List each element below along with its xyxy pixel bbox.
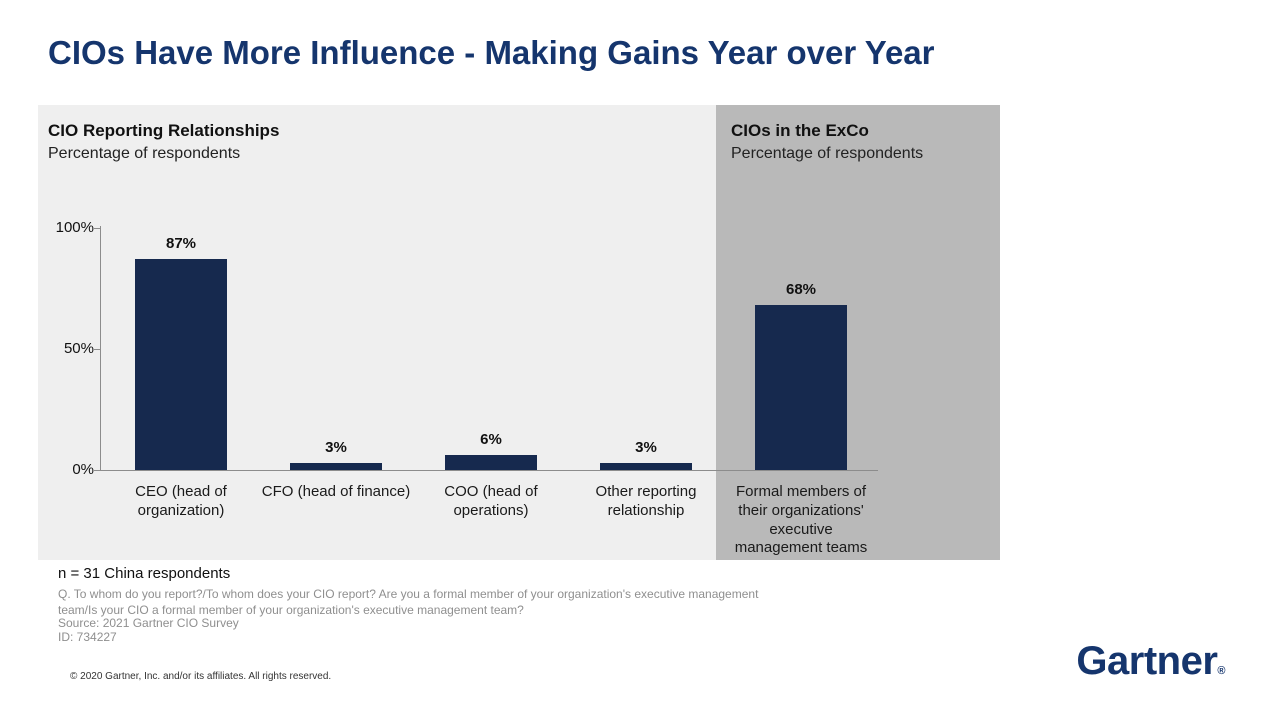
y-tick-label-0: 0% xyxy=(72,461,94,478)
page-title: CIOs Have More Influence - Making Gains … xyxy=(48,34,935,71)
left-panel-header: CIO Reporting Relationships Percentage o… xyxy=(48,121,279,163)
registered-mark: ® xyxy=(1217,665,1225,677)
question-note: Q. To whom do you report?/To whom does y… xyxy=(58,587,759,618)
y-tick-mark xyxy=(94,470,100,471)
y-tick-mark xyxy=(94,228,100,229)
bar-value-label-1: 3% xyxy=(325,439,347,456)
y-tick-label-50: 50% xyxy=(63,340,94,357)
right-panel-title: CIOs in the ExCo xyxy=(731,121,869,140)
bar-value-label-0: 87% xyxy=(165,235,197,252)
bar-value-label-3: 3% xyxy=(635,439,657,456)
right-panel-subtitle: Percentage of respondents xyxy=(731,145,924,162)
bar-value-label-4: 68% xyxy=(785,281,817,298)
category-label-3: Other reporting relationship xyxy=(595,483,697,519)
x-axis-line xyxy=(100,470,878,471)
category-label-1: CFO (head of finance) xyxy=(261,483,411,500)
category-label-2: COO (head of operations) xyxy=(444,483,538,519)
bar-3 xyxy=(600,463,692,470)
chart-area: CIO Reporting Relationships Percentage o… xyxy=(38,105,1000,560)
y-tick-label-100: 100% xyxy=(55,219,94,236)
id-note: ID: 734227 xyxy=(58,630,117,644)
gartner-logo-text: Gartner xyxy=(1076,639,1218,683)
bar-1 xyxy=(290,463,382,470)
gartner-logo: Gartner® xyxy=(1076,639,1225,684)
bar-value-label-2: 6% xyxy=(480,431,502,448)
y-axis-line xyxy=(100,226,101,471)
y-tick-mark xyxy=(94,349,100,350)
right-panel-header: CIOs in the ExCo Percentage of responden… xyxy=(731,121,981,163)
bar-2 xyxy=(445,455,537,470)
sample-size-note: n = 31 China respondents xyxy=(58,565,231,582)
category-label-0: CEO (head of organization) xyxy=(135,483,227,519)
bar-4 xyxy=(755,305,847,470)
copyright-text: © 2020 Gartner, Inc. and/or its affiliat… xyxy=(70,671,332,682)
category-label-4: Formal members of their organizations' e… xyxy=(734,483,868,557)
left-panel-title: CIO Reporting Relationships xyxy=(48,121,280,140)
bar-0 xyxy=(135,259,227,470)
left-panel-subtitle: Percentage of respondents xyxy=(48,145,241,162)
source-note: Source: 2021 Gartner CIO Survey xyxy=(58,616,239,630)
